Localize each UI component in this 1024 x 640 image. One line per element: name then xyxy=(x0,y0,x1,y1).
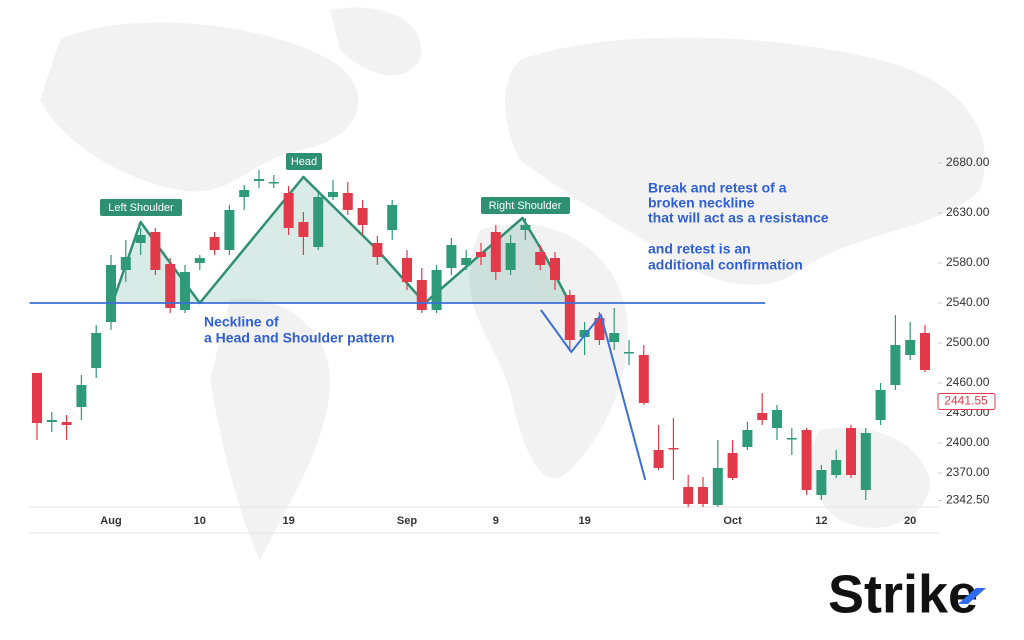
x-tick-label: 9 xyxy=(493,515,499,527)
candle-body xyxy=(490,232,501,272)
candle-body xyxy=(372,243,383,257)
candle-body xyxy=(239,190,250,197)
candle-body xyxy=(476,252,486,257)
y-tick-label: 2460.00 xyxy=(946,375,990,389)
annotation: Break and retest of a xyxy=(648,180,787,196)
candle-body xyxy=(461,258,472,265)
x-tick-label: Sep xyxy=(397,515,417,527)
candle-body xyxy=(61,422,72,425)
candle-body xyxy=(46,420,57,422)
map-background xyxy=(40,7,986,560)
annotation: and retest is an xyxy=(648,241,751,257)
candle-body xyxy=(875,390,886,420)
candle-body xyxy=(890,345,901,385)
candle-body xyxy=(328,192,338,197)
x-tick-label: Aug xyxy=(100,515,121,527)
candle-body xyxy=(698,487,708,504)
y-tick-label: 2630.00 xyxy=(946,205,990,219)
annotation: broken neckline xyxy=(648,195,755,211)
x-tick-label: 20 xyxy=(904,515,916,527)
candle-body xyxy=(920,333,930,370)
y-tick-label: 2400.00 xyxy=(946,435,990,449)
candle-body xyxy=(135,235,146,243)
candle-body xyxy=(283,193,294,228)
candle-body xyxy=(224,210,235,250)
annotation: Neckline of xyxy=(204,314,279,330)
candle-body xyxy=(91,333,102,368)
candle-body xyxy=(905,340,916,355)
logo-accent xyxy=(958,588,986,604)
annotation: a Head and Shoulder pattern xyxy=(204,330,395,346)
annotation: that will act as a resistance xyxy=(648,210,829,226)
price-tag xyxy=(937,392,996,410)
candle-body xyxy=(594,318,605,340)
candle-body xyxy=(194,258,205,263)
candle-body xyxy=(268,182,279,184)
price-tag-label: 2441.55 xyxy=(944,394,988,408)
candle-body xyxy=(535,252,546,265)
x-tick-label: 19 xyxy=(578,515,590,527)
candle-body xyxy=(165,264,176,308)
y-tick-label: 2580.00 xyxy=(946,255,990,269)
candle-body xyxy=(180,272,190,310)
candle-body xyxy=(387,205,398,230)
candle-body xyxy=(831,460,842,475)
x-tick-label: Oct xyxy=(723,515,742,527)
candle-body xyxy=(357,208,368,225)
candle-body xyxy=(32,373,42,423)
candle-body xyxy=(313,197,324,247)
candle-body xyxy=(76,385,87,407)
candle-body xyxy=(298,222,309,237)
candle-body xyxy=(801,430,812,490)
candle-body xyxy=(120,257,131,270)
candle-body xyxy=(254,179,264,181)
y-tick-label: 2540.00 xyxy=(946,295,990,309)
label-box xyxy=(100,199,182,216)
candle-body xyxy=(742,430,753,447)
pattern-label: Head xyxy=(291,156,317,168)
candle-body xyxy=(727,453,738,478)
candle-body xyxy=(150,232,161,270)
candle-body xyxy=(402,258,412,282)
candle-body xyxy=(579,330,590,337)
y-tick-label: 2500.00 xyxy=(946,335,990,349)
retest-line xyxy=(540,309,647,481)
candle-body xyxy=(609,333,620,342)
label-box xyxy=(286,153,322,170)
candle-body xyxy=(520,225,531,230)
candle-body xyxy=(860,433,871,490)
candle-body xyxy=(786,438,797,440)
candle-body xyxy=(505,243,516,270)
candle-body xyxy=(209,237,220,250)
candle-body xyxy=(638,355,649,403)
pattern-label: Right Shoulder xyxy=(489,200,562,212)
x-tick-label: 10 xyxy=(194,515,206,527)
label-box xyxy=(481,197,570,214)
candle-body xyxy=(683,487,694,504)
candle-body xyxy=(446,245,457,268)
candle-body xyxy=(342,193,353,210)
candle-body xyxy=(106,265,116,322)
candle-body xyxy=(624,352,634,354)
x-tick-label: 19 xyxy=(282,515,294,527)
candle-body xyxy=(712,468,723,505)
logo: Strike xyxy=(828,564,978,624)
candle-body xyxy=(816,470,827,495)
candle-body xyxy=(772,410,782,428)
x-tick-label: 12 xyxy=(815,515,827,527)
candle-body xyxy=(564,295,575,340)
candle-body xyxy=(653,450,664,468)
candle-body xyxy=(668,448,679,450)
y-tick-label: 2342.50 xyxy=(946,493,990,507)
y-tick-label: 2680.00 xyxy=(946,155,990,169)
candle-body xyxy=(431,270,442,310)
annotation: additional confirmation xyxy=(648,257,803,273)
candle-body xyxy=(757,413,768,420)
candle-body xyxy=(416,280,427,310)
y-tick-label: 2370.00 xyxy=(946,465,990,479)
pattern-label: Left Shoulder xyxy=(108,202,174,214)
candle-body xyxy=(846,428,856,475)
candle-body xyxy=(550,258,560,280)
